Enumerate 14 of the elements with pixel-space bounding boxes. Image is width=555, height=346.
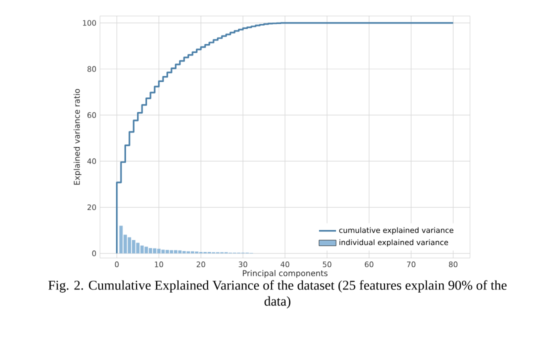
bar: [119, 226, 123, 254]
bar: [136, 242, 140, 254]
bar: [161, 250, 165, 254]
bar: [152, 248, 156, 254]
bar: [170, 250, 174, 254]
bar: [166, 250, 169, 254]
bar: [174, 250, 178, 254]
bar: [140, 246, 144, 254]
bar: [132, 240, 136, 254]
caption: Fig. 2. Cumulative Explained Variance of the dataset (25 features explain 90% of the data): [48, 280, 507, 308]
bar: [144, 246, 148, 254]
bar: [148, 248, 152, 254]
bar: [157, 248, 161, 254]
bar: [178, 250, 182, 254]
